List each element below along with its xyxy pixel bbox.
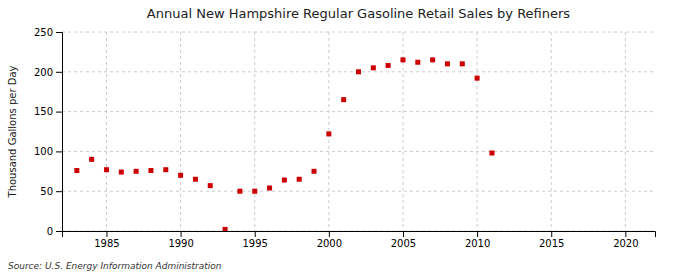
y-tick: 50 [40,186,62,197]
point [193,177,198,182]
y-axis: 0 50 100 150 200 250 [34,27,63,237]
y-grid-line [62,151,655,152]
y-tick-mark [56,32,62,33]
y-axis-line [56,33,63,232]
point [386,63,391,68]
x-axis: 1985 1990 1995 2000 2005 2010 2015 2020 [63,231,656,249]
source-note: Source: U.S. Energy Information Administ… [8,261,222,271]
point [148,168,153,173]
y-grid-line [62,111,655,112]
y-tick-mark [56,112,62,113]
point [74,168,79,173]
plot-area: 1985 1990 1995 2000 2005 2010 2015 2020 0 50 100 15… [34,27,656,249]
x-grid-line [180,32,181,231]
y-tick-label: 100 [34,146,53,157]
x-tick: 2020 [613,231,638,249]
point [119,170,124,175]
x-tick-label: 1995 [242,238,267,249]
x-tick-mark [477,231,478,237]
x-tick: 2000 [317,231,342,249]
y-tick: 200 [34,67,62,78]
y-tick-label: 150 [34,106,53,117]
x-tick: 1995 [242,231,267,249]
point [104,167,109,172]
x-tick-mark [255,231,256,237]
point [489,150,494,155]
y-grid-line [62,191,655,192]
y-tick: 250 [34,27,62,38]
point [460,61,465,66]
y-axis-title: Thousand Gallons per Day [7,65,18,198]
point [282,178,287,183]
y-tick-mark [56,72,62,73]
point [178,173,183,178]
x-tick-label: 2015 [539,238,564,249]
y-tick: 0 [47,226,62,237]
x-tick-label: 2000 [317,238,342,249]
point [475,76,480,81]
y-tick-mark [56,191,62,192]
y-tick-label: 50 [40,186,53,197]
chart: 1985 1990 1995 2000 2005 2010 2015 2020 0 50 100 15… [0,0,675,275]
x-tick-mark [329,231,330,237]
point [163,167,168,172]
x-tick-mark [551,231,552,237]
x-tick: 2010 [465,231,490,249]
point [356,69,361,74]
x-tick-mark [106,231,107,237]
title: Annual New Hampshire Regular Gasoline Re… [147,6,571,21]
x-tick-label: 1990 [168,238,193,249]
x-grid-line [106,32,107,231]
x-tick-mark [625,231,626,237]
x-tick-mark [403,231,404,237]
x-tick: 2015 [539,231,564,249]
x-tick: 2005 [391,231,416,249]
point [371,65,376,70]
x-grid-line [551,32,552,231]
point [400,57,405,62]
y-tick-mark [56,151,62,152]
y-tick-label: 0 [47,226,53,237]
x-grid-line [625,32,626,231]
x-tick-label: 1985 [94,238,119,249]
point [312,169,317,174]
y-tick-label: 250 [34,27,53,38]
point [89,157,94,162]
x-tick-label: 2020 [613,238,638,249]
x-tick-mark [181,231,182,237]
y-tick-mark [56,231,62,232]
x-tick-label: 2010 [465,238,490,249]
point [237,189,242,194]
point [267,186,272,191]
point [252,189,257,194]
point [445,61,450,66]
y-grid-line [62,32,655,33]
x-grid-line [477,32,478,231]
point [208,183,213,188]
x-tick: 1985 [94,231,119,249]
points [74,57,494,231]
y-tick: 100 [34,146,62,157]
point [341,97,346,102]
x-axis-line [63,232,656,238]
y-tick: 150 [34,106,62,117]
x-tick: 1990 [168,231,193,249]
x-tick-label: 2005 [391,238,416,249]
point [326,131,331,136]
x-grid-line [254,32,255,231]
point [223,227,228,231]
point [297,177,302,182]
point [430,57,435,62]
point [134,169,139,174]
point [415,60,420,65]
grid [62,32,655,231]
y-tick-label: 200 [34,67,53,78]
